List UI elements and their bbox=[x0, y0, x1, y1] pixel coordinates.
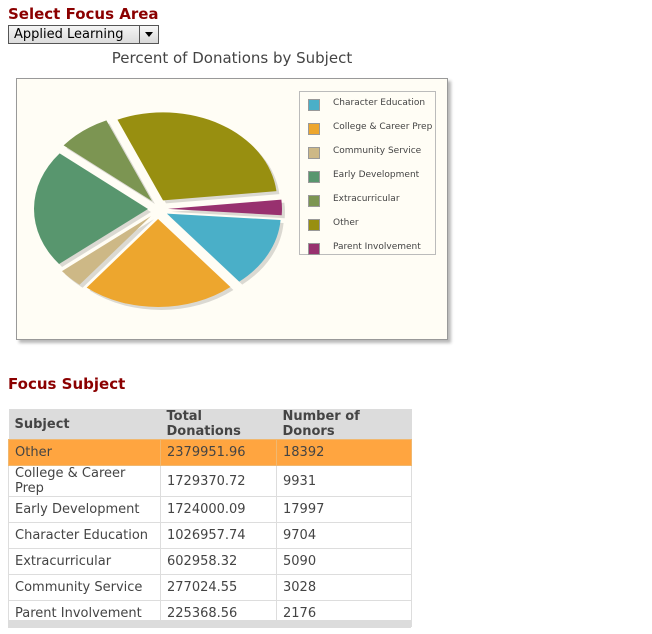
cell-number-of-donors: 9931 bbox=[276, 465, 412, 497]
column-header-subject[interactable]: Subject bbox=[8, 409, 161, 440]
cell-subject: Early Development bbox=[8, 496, 161, 523]
legend-swatch bbox=[308, 99, 320, 111]
table-row[interactable]: Extracurricular 602958.32 5090 bbox=[8, 548, 412, 575]
cell-subject: College & Career Prep bbox=[8, 465, 161, 497]
select-focus-heading: Select Focus Area bbox=[8, 5, 159, 23]
cell-total-donations: 1724000.09 bbox=[160, 496, 277, 523]
table-header-row: Subject Total Donations Number of Donors bbox=[8, 409, 412, 440]
pie-slice[interactable] bbox=[34, 153, 149, 265]
focus-subject-heading: Focus Subject bbox=[8, 375, 126, 393]
legend-label: Extracurricular bbox=[333, 194, 400, 204]
legend-label: College & Career Prep bbox=[333, 122, 433, 132]
cell-subject: Character Education bbox=[8, 522, 161, 549]
table-row[interactable]: College & Career Prep 1729370.72 9931 bbox=[8, 465, 412, 497]
cell-subject: Extracurricular bbox=[8, 548, 161, 575]
legend-swatch bbox=[308, 219, 320, 231]
cell-subject: Community Service bbox=[8, 574, 161, 601]
table-row[interactable]: Other 2379951.96 18392 bbox=[8, 439, 412, 466]
legend-label: Parent Involvement bbox=[333, 242, 421, 252]
column-header-number-of-donors[interactable]: Number of Donors bbox=[276, 409, 412, 440]
table-row[interactable]: Character Education 1026957.74 9704 bbox=[8, 522, 412, 549]
focus-subject-table: Subject Total Donations Number of Donors… bbox=[8, 409, 412, 627]
column-header-total-donations[interactable]: Total Donations bbox=[160, 409, 277, 440]
table-row[interactable]: Early Development 1724000.09 17997 bbox=[8, 496, 412, 523]
legend-label: Other bbox=[333, 218, 359, 228]
legend-label: Community Service bbox=[333, 146, 422, 156]
pie-slice[interactable] bbox=[61, 216, 151, 285]
cell-number-of-donors: 17997 bbox=[276, 496, 412, 523]
legend-swatch bbox=[308, 123, 320, 135]
chevron-down-icon[interactable] bbox=[139, 26, 158, 43]
pie-slice[interactable] bbox=[63, 120, 152, 202]
focus-area-select-value: Applied Learning bbox=[14, 27, 124, 42]
cell-subject: Other bbox=[8, 439, 161, 466]
table-row[interactable]: Community Service 277024.55 3028 bbox=[8, 574, 412, 601]
pie-slice[interactable] bbox=[86, 218, 231, 307]
pie-chart: Character Education College & Career Prep… bbox=[16, 78, 448, 340]
pie-slice[interactable] bbox=[117, 112, 277, 201]
pie-slice[interactable] bbox=[167, 199, 282, 216]
legend-swatch bbox=[308, 171, 320, 183]
table-footer bbox=[8, 620, 411, 628]
pie-slice[interactable] bbox=[166, 213, 281, 282]
cell-number-of-donors: 9704 bbox=[276, 522, 412, 549]
cell-number-of-donors: 5090 bbox=[276, 548, 412, 575]
legend-swatch bbox=[308, 243, 320, 255]
pie-chart-svg bbox=[34, 112, 285, 310]
cell-number-of-donors: 18392 bbox=[276, 439, 412, 466]
legend-label: Early Development bbox=[333, 170, 420, 180]
legend-swatch bbox=[308, 195, 320, 207]
cell-total-donations: 2379951.96 bbox=[160, 439, 277, 466]
cell-number-of-donors: 3028 bbox=[276, 574, 412, 601]
legend-swatch bbox=[308, 147, 320, 159]
cell-total-donations: 277024.55 bbox=[160, 574, 277, 601]
legend-label: Character Education bbox=[333, 98, 426, 108]
cell-total-donations: 1729370.72 bbox=[160, 465, 277, 497]
cell-total-donations: 1026957.74 bbox=[160, 522, 277, 549]
cell-total-donations: 602958.32 bbox=[160, 548, 277, 575]
chart-legend: Character Education College & Career Prep… bbox=[299, 91, 436, 255]
focus-area-select[interactable]: Applied Learning bbox=[8, 25, 159, 44]
chart-title: Percent of Donations by Subject bbox=[111, 49, 353, 67]
